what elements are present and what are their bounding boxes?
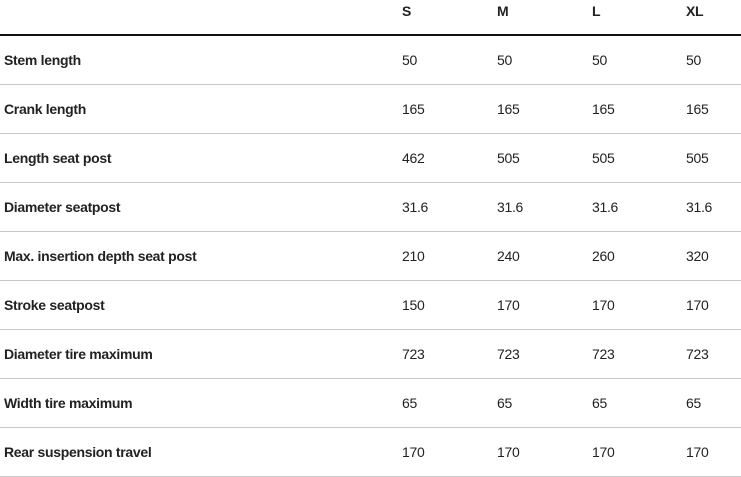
table-row: Rear suspension travel 170 170 170 170: [0, 427, 741, 477]
cell-value: 170: [592, 280, 686, 330]
cell-value: 210: [402, 231, 497, 281]
cell-value: 31.6: [592, 182, 686, 232]
cell-value: 165: [686, 84, 741, 134]
table-row: Max. insertion depth seat post 210 240 260 3…: [0, 231, 741, 281]
cell-value: 320: [686, 231, 741, 281]
row-label: Crank length: [0, 84, 402, 134]
row-label: Stroke seatpost: [0, 280, 402, 330]
row-label: Width tire maximum: [0, 378, 402, 428]
row-label: Max. insertion depth seat post: [0, 231, 402, 281]
cell-value: 31.6: [686, 182, 741, 232]
table-row: Diameter seatpost 31.6 31.6 31.6 31.6: [0, 182, 741, 232]
cell-value: 723: [402, 329, 497, 379]
header-label: [0, 0, 402, 36]
row-label: Length seat post: [0, 133, 402, 183]
cell-value: 723: [497, 329, 592, 379]
cell-value: 165: [592, 84, 686, 134]
cell-value: 165: [497, 84, 592, 134]
cell-value: 165: [402, 84, 497, 134]
header-size-xl: XL: [686, 0, 741, 36]
cell-value: 260: [592, 231, 686, 281]
cell-value: 65: [686, 378, 741, 428]
header-size-s: S: [402, 0, 497, 36]
cell-value: 240: [497, 231, 592, 281]
row-label: Rear suspension travel: [0, 427, 402, 477]
cell-value: 723: [592, 329, 686, 379]
row-label: Diameter tire maximum: [0, 329, 402, 379]
table-row: Width tire maximum 65 65 65 65: [0, 378, 741, 428]
table-row: Diameter tire maximum 723 723 723 723: [0, 329, 741, 379]
cell-value: 50: [686, 35, 741, 85]
cell-value: 65: [592, 378, 686, 428]
header-row: S M L XL: [0, 0, 741, 36]
cell-value: 50: [592, 35, 686, 85]
table-row: Crank length 165 165 165 165: [0, 84, 741, 134]
row-label: Diameter seatpost: [0, 182, 402, 232]
cell-value: 170: [497, 427, 592, 477]
cell-value: 170: [497, 280, 592, 330]
header-size-l: L: [592, 0, 686, 36]
cell-value: 65: [497, 378, 592, 428]
header-size-m: M: [497, 0, 592, 36]
cell-value: 170: [686, 280, 741, 330]
table-row: Stroke seatpost 150 170 170 170: [0, 280, 741, 330]
cell-value: 170: [402, 427, 497, 477]
cell-value: 150: [402, 280, 497, 330]
table-row: Length seat post 462 505 505 505: [0, 133, 741, 183]
cell-value: 505: [592, 133, 686, 183]
cell-value: 65: [402, 378, 497, 428]
cell-value: 462: [402, 133, 497, 183]
cell-value: 31.6: [497, 182, 592, 232]
cell-value: 50: [497, 35, 592, 85]
cell-value: 170: [686, 427, 741, 477]
cell-value: 170: [592, 427, 686, 477]
cell-value: 31.6: [402, 182, 497, 232]
table-row: Stem length 50 50 50 50: [0, 35, 741, 85]
row-label: Stem length: [0, 35, 402, 85]
cell-value: 505: [497, 133, 592, 183]
cell-value: 505: [686, 133, 741, 183]
cell-value: 50: [402, 35, 497, 85]
cell-value: 723: [686, 329, 741, 379]
